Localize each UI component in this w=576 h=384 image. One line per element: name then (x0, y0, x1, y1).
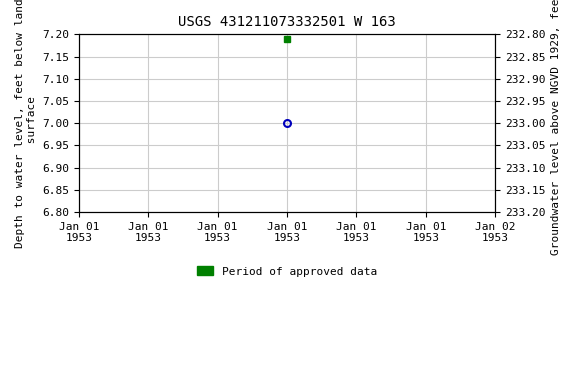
Legend: Period of approved data: Period of approved data (192, 262, 382, 281)
Y-axis label: Groundwater level above NGVD 1929, feet: Groundwater level above NGVD 1929, feet (551, 0, 561, 255)
Title: USGS 431211073332501 W 163: USGS 431211073332501 W 163 (178, 15, 396, 29)
Y-axis label: Depth to water level, feet below land
 surface: Depth to water level, feet below land su… (15, 0, 37, 248)
